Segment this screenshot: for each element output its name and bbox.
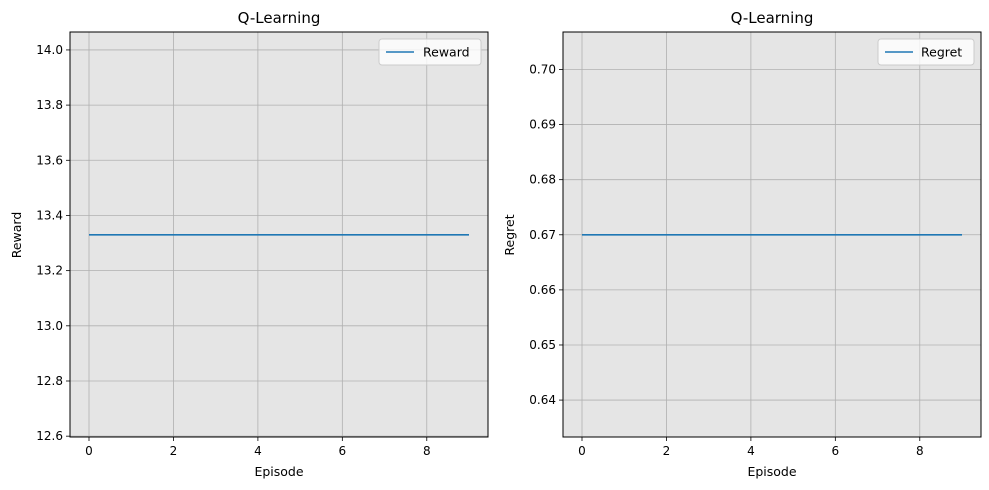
reward-y-tick-label: 12.6 xyxy=(36,429,63,443)
regret-y-tick-label: 0.69 xyxy=(529,118,556,132)
reward-x-tick-label: 0 xyxy=(85,444,93,458)
regret-y-axis-label: Regret xyxy=(502,214,517,255)
regret-legend: Regret xyxy=(877,38,975,66)
regret-y-tick-label: 0.70 xyxy=(529,62,556,76)
regret-legend-label: Regret xyxy=(921,45,962,60)
regret-y-tick-label: 0.68 xyxy=(529,173,556,187)
reward-panel: 0 2 4 6 8 12.6 12.8 13.0 13.2 13.4 13.6 13.8 14.0 Q… xyxy=(9,9,489,479)
reward-y-tick-label: 13.2 xyxy=(36,264,63,278)
regret-x-tick-label: 4 xyxy=(747,444,755,458)
reward-y-axis-label: Reward xyxy=(9,212,24,259)
reward-x-tick-label: 4 xyxy=(254,444,262,458)
regret-x-tick-label: 0 xyxy=(578,444,586,458)
regret-x-tick-label: 6 xyxy=(832,444,840,458)
reward-y-tick-label: 12.8 xyxy=(36,374,63,388)
regret-chart-title: Q-Learning xyxy=(731,9,814,27)
reward-y-ticks: 12.6 12.8 13.0 13.2 13.4 13.6 13.8 14.0 xyxy=(36,43,70,443)
reward-x-tick-label: 2 xyxy=(170,444,178,458)
regret-x-axis-label: Episode xyxy=(747,464,796,479)
reward-x-ticks: 0 2 4 6 8 xyxy=(85,437,431,458)
reward-x-tick-label: 6 xyxy=(339,444,347,458)
reward-x-axis-label: Episode xyxy=(254,464,303,479)
reward-y-tick-label: 13.4 xyxy=(36,208,63,222)
reward-y-tick-label: 14.0 xyxy=(36,43,63,57)
regret-x-ticks: 0 2 4 6 8 xyxy=(578,437,924,458)
reward-y-tick-label: 13.0 xyxy=(36,319,63,333)
regret-x-tick-label: 2 xyxy=(663,444,671,458)
regret-x-tick-label: 8 xyxy=(916,444,924,458)
regret-panel: 0 2 4 6 8 0.64 0.65 0.66 0.67 0.68 0.69 0.70 Q-Lea… xyxy=(502,9,982,479)
reward-chart-title: Q-Learning xyxy=(238,9,321,27)
reward-y-tick-label: 13.8 xyxy=(36,98,63,112)
regret-y-ticks: 0.64 0.65 0.66 0.67 0.68 0.69 0.70 xyxy=(529,62,563,407)
reward-legend: Reward xyxy=(378,38,482,66)
reward-legend-label: Reward xyxy=(423,45,470,60)
regret-legend-box xyxy=(877,38,975,66)
regret-y-tick-label: 0.65 xyxy=(529,338,556,352)
reward-axes-frame xyxy=(69,31,489,438)
regret-y-tick-label: 0.66 xyxy=(529,283,556,297)
regret-y-tick-label: 0.67 xyxy=(529,228,556,242)
reward-y-tick-label: 13.6 xyxy=(36,153,63,167)
reward-x-tick-label: 8 xyxy=(423,444,431,458)
regret-y-tick-label: 0.64 xyxy=(529,393,556,407)
reward-legend-box xyxy=(378,38,482,66)
